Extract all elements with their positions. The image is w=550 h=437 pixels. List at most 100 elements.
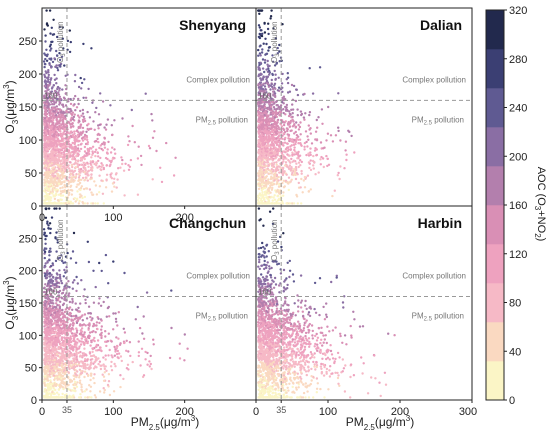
scatter-point xyxy=(58,207,61,210)
scatter-point xyxy=(71,321,75,325)
scatter-point xyxy=(68,367,71,371)
scatter-point xyxy=(74,166,78,169)
scatter-point xyxy=(293,167,296,171)
scatter-point xyxy=(43,65,46,69)
scatter-point xyxy=(261,67,265,70)
scatter-point xyxy=(53,78,57,82)
scatter-point xyxy=(267,49,270,52)
scatter-point xyxy=(261,105,264,108)
scatter-point xyxy=(266,180,269,183)
scatter-point xyxy=(288,125,292,128)
scatter-point xyxy=(78,150,81,153)
scatter-point xyxy=(52,110,55,113)
scatter-point xyxy=(83,78,86,81)
scatter-point xyxy=(72,175,76,179)
scatter-point xyxy=(303,175,307,179)
scatter-point xyxy=(260,9,263,12)
scatter-point xyxy=(64,177,68,180)
scatter-point xyxy=(292,141,295,144)
scatter-point xyxy=(58,119,61,122)
scatter-point xyxy=(84,176,88,179)
scatter-point xyxy=(116,349,120,353)
scatter-point xyxy=(81,319,85,322)
scatter-point xyxy=(278,141,282,145)
scatter-point xyxy=(267,163,270,167)
scatter-point xyxy=(77,121,80,124)
scatter-point xyxy=(309,188,312,191)
scatter-point xyxy=(61,113,64,117)
scatter-point xyxy=(86,341,89,345)
scatter-point xyxy=(303,145,306,148)
scatter-point xyxy=(44,238,47,241)
scatter-point xyxy=(275,182,278,186)
scatter-point xyxy=(273,125,276,128)
scatter-point xyxy=(281,90,284,94)
scatter-point xyxy=(290,178,293,181)
scatter-point xyxy=(302,116,306,119)
scatter-point xyxy=(81,118,85,122)
scatter-point xyxy=(264,186,267,190)
scatter-point xyxy=(86,141,90,144)
scatter-point xyxy=(258,202,261,205)
scatter-point xyxy=(43,274,47,278)
scatter-point xyxy=(309,151,312,154)
scatter-point xyxy=(70,130,73,133)
scatter-point xyxy=(47,153,50,156)
scatter-point xyxy=(78,340,82,343)
scatter-point xyxy=(48,181,51,185)
scatter-point xyxy=(294,177,298,181)
scatter-point xyxy=(55,132,58,135)
scatter-point xyxy=(83,150,87,153)
scatter-point xyxy=(267,118,270,122)
scatter-point xyxy=(104,335,107,338)
scatter-point xyxy=(43,135,46,139)
scatter-point xyxy=(60,127,63,130)
scatter-point xyxy=(59,192,62,195)
scatter-point xyxy=(281,137,284,140)
scatter-point xyxy=(261,166,264,169)
scatter-point xyxy=(265,42,268,46)
scatter-point xyxy=(316,126,319,129)
scatter-point xyxy=(44,161,48,164)
scatter-point xyxy=(178,357,182,360)
scatter-point xyxy=(53,94,56,97)
scatter-point xyxy=(259,119,262,122)
scatter-point xyxy=(303,118,306,121)
scatter-point xyxy=(51,189,54,192)
threshold-label-160: 160 xyxy=(44,91,58,100)
scatter-point xyxy=(64,92,68,96)
scatter-point xyxy=(275,163,278,166)
scatter-point xyxy=(109,175,113,178)
scatter-point xyxy=(90,156,93,159)
scatter-point xyxy=(79,332,83,335)
scatter-point xyxy=(270,105,273,108)
scatter-point xyxy=(297,138,300,141)
scatter-point xyxy=(49,132,52,135)
scatter-point xyxy=(269,117,273,120)
scatter-point xyxy=(281,141,284,145)
scatter-point xyxy=(267,199,271,203)
scatter-point xyxy=(47,336,50,339)
scatter-point xyxy=(150,367,153,371)
scatter-point xyxy=(261,202,264,205)
scatter-point xyxy=(259,87,263,90)
scatter-point xyxy=(101,373,104,376)
scatter-point xyxy=(112,260,115,263)
scatter-point xyxy=(46,83,50,87)
scatter-point xyxy=(61,162,64,165)
scatter-point xyxy=(269,147,272,150)
scatter-point xyxy=(295,136,298,140)
scatter-point xyxy=(271,149,274,153)
scatter-point xyxy=(56,173,60,176)
scatter-point xyxy=(261,32,264,35)
scatter-point xyxy=(56,184,59,187)
scatter-point xyxy=(53,146,57,149)
scatter-point xyxy=(292,84,296,88)
scatter-point xyxy=(95,324,98,327)
scatter-point xyxy=(69,200,73,203)
scatter-point xyxy=(73,80,77,83)
scatter-point xyxy=(285,107,288,111)
scatter-point xyxy=(258,63,261,67)
scatter-point xyxy=(53,96,56,99)
scatter-point xyxy=(88,147,92,150)
